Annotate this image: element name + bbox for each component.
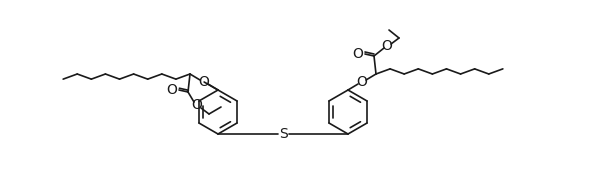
Text: O: O: [353, 47, 364, 61]
Text: O: O: [167, 83, 178, 97]
Text: O: O: [356, 75, 367, 89]
Text: O: O: [191, 98, 202, 112]
Text: O: O: [199, 75, 209, 89]
Text: S: S: [279, 127, 287, 141]
Text: O: O: [382, 39, 393, 53]
